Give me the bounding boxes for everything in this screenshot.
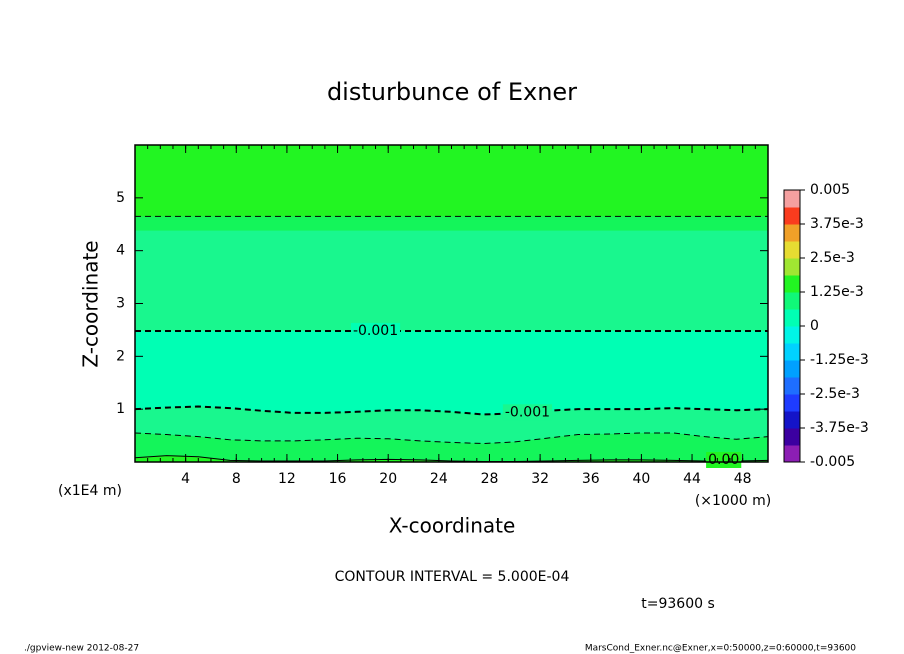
colorbar-swatch bbox=[784, 360, 800, 378]
y-tick-label: 2 bbox=[116, 348, 125, 364]
colorbar-tick-label: -0.005 bbox=[810, 454, 855, 470]
x-tick-label: 44 bbox=[683, 471, 701, 487]
colorbar-swatch bbox=[784, 343, 800, 361]
x-tick-label: 8 bbox=[232, 471, 241, 487]
colorbar-tick-label: 0 bbox=[810, 318, 819, 334]
colorbar-swatch bbox=[784, 309, 800, 327]
colorbar-tick-label: 2.5e-3 bbox=[810, 250, 855, 266]
contour-fill bbox=[135, 432, 768, 462]
footer-left: ./gpview-new 2012-08-27 bbox=[24, 644, 139, 654]
x-tick-label: 24 bbox=[430, 471, 448, 487]
colorbar-swatch bbox=[784, 241, 800, 259]
contour-line bbox=[134, 432, 769, 445]
colorbar-tick-label: 0.005 bbox=[810, 182, 850, 198]
x-tick-label: 28 bbox=[481, 471, 499, 487]
x-tick-label: 20 bbox=[379, 471, 397, 487]
x-tick-label: 36 bbox=[582, 471, 600, 487]
colorbar-tick-label: 1.25e-3 bbox=[810, 284, 864, 300]
y-tick-label: 1 bbox=[116, 401, 125, 417]
colorbar-swatch bbox=[784, 411, 800, 429]
colorbar-swatch bbox=[784, 207, 800, 225]
y-tick-label: 4 bbox=[116, 243, 125, 259]
y-tick-label: 3 bbox=[116, 296, 125, 312]
contour-label: 0.00 bbox=[708, 452, 739, 468]
x-tick-label: 40 bbox=[632, 471, 650, 487]
colorbar-tick-label: 3.75e-3 bbox=[810, 216, 864, 232]
contour-label-bg bbox=[706, 452, 742, 468]
colorbar-tick-label: -1.25e-3 bbox=[810, 352, 869, 368]
contour-interval: CONTOUR INTERVAL = 5.000E-04 bbox=[335, 569, 570, 585]
x-tick-label: 4 bbox=[181, 471, 190, 487]
x-unit: (×1000 m) bbox=[695, 493, 771, 509]
x-tick-label: 32 bbox=[531, 471, 549, 487]
contour-label-bg bbox=[502, 404, 553, 421]
colorbar-swatch bbox=[784, 224, 800, 242]
time-label: t=93600 s bbox=[641, 596, 715, 612]
y-tick-label: 5 bbox=[116, 190, 125, 206]
colorbar-swatch bbox=[784, 326, 800, 344]
x-tick-label: 16 bbox=[329, 471, 347, 487]
contour-label: -0.001 bbox=[353, 323, 398, 339]
contour-label: -0.001 bbox=[505, 404, 550, 420]
colorbar-tick-label: -2.5e-3 bbox=[810, 386, 860, 402]
colorbar-swatch bbox=[784, 445, 800, 463]
chart-title: disturbunce of Exner bbox=[327, 78, 577, 106]
colorbar-tick-label: -3.75e-3 bbox=[810, 420, 869, 436]
footer-right: MarsCond_Exner.nc@Exner,x=0:50000,z=0:60… bbox=[585, 644, 856, 654]
colorbar-swatch bbox=[784, 377, 800, 395]
y-axis-label: Z-coordinate bbox=[79, 240, 103, 367]
x-tick-label: 48 bbox=[734, 471, 752, 487]
x-axis-label: X-coordinate bbox=[389, 514, 516, 538]
y-unit: (x1E4 m) bbox=[58, 483, 122, 499]
x-tick-label: 12 bbox=[278, 471, 296, 487]
contour-label-bg bbox=[350, 322, 401, 339]
contour-line bbox=[134, 405, 769, 416]
contour-fill bbox=[135, 455, 768, 462]
colorbar-swatch bbox=[784, 275, 800, 293]
colorbar-swatch bbox=[784, 394, 800, 412]
colorbar-swatch bbox=[784, 190, 800, 208]
colorbar-swatch bbox=[784, 292, 800, 310]
colorbar-swatch bbox=[784, 428, 800, 446]
colorbar-swatch bbox=[784, 258, 800, 276]
